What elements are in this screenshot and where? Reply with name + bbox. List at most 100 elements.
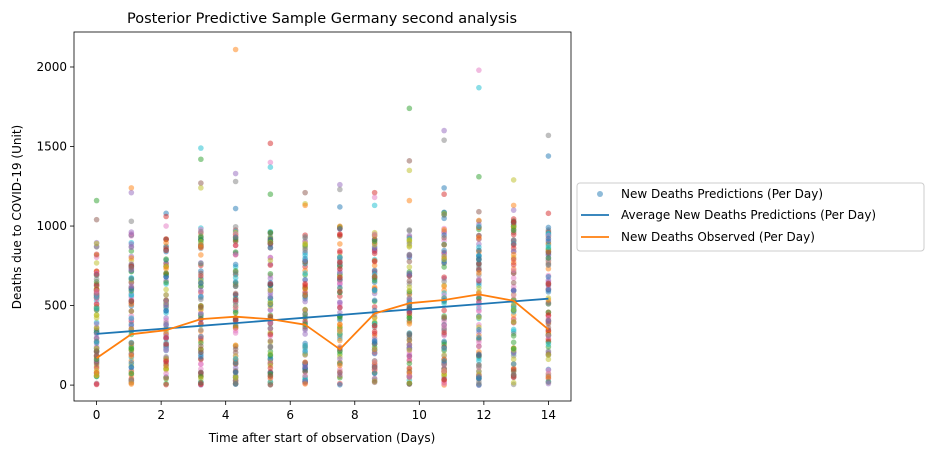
prediction-point (198, 353, 204, 360)
x-tick-label: 8 (351, 408, 359, 422)
prediction-point (510, 207, 517, 213)
prediction-point (510, 219, 517, 226)
prediction-point (163, 298, 169, 304)
prediction-point (232, 369, 239, 376)
prediction-point (406, 228, 413, 234)
prediction-point (302, 189, 308, 196)
prediction-point (267, 313, 274, 320)
prediction-point (406, 303, 413, 310)
prediction-point (441, 212, 447, 218)
prediction-point (406, 105, 413, 112)
prediction-point (198, 343, 204, 349)
prediction-point (267, 164, 274, 170)
prediction-point (476, 217, 482, 224)
prediction-point (441, 274, 447, 280)
plot-frame (73, 31, 572, 402)
prediction-point (476, 276, 482, 282)
prediction-point (267, 352, 274, 358)
prediction-point (232, 309, 239, 316)
prediction-point (510, 371, 517, 378)
series-lines (96, 293, 549, 359)
prediction-point (93, 301, 100, 308)
prediction-point (232, 317, 239, 323)
prediction-point (545, 132, 552, 139)
prediction-point (93, 288, 100, 294)
prediction-point (93, 315, 100, 321)
legend-marker-predictions (597, 191, 603, 197)
prediction-point (198, 252, 204, 258)
prediction-point (302, 270, 308, 276)
prediction-point (163, 270, 169, 276)
prediction-point (441, 381, 447, 387)
prediction-point (545, 367, 552, 374)
prediction-point (337, 381, 343, 388)
prediction-point (128, 185, 135, 191)
prediction-point (163, 302, 169, 309)
prediction-point (267, 343, 274, 350)
prediction-point (198, 233, 204, 240)
prediction-point (476, 381, 482, 387)
prediction-point (510, 292, 517, 299)
prediction-point (510, 202, 517, 209)
prediction-point (510, 279, 517, 286)
prediction-point (441, 242, 447, 248)
prediction-point (232, 279, 239, 285)
prediction-point (337, 226, 343, 232)
y-tick-label: 1000 (36, 219, 67, 233)
prediction-point (441, 368, 447, 374)
prediction-point (406, 380, 413, 386)
prediction-point (232, 356, 239, 362)
prediction-point (406, 167, 413, 174)
prediction-point (337, 304, 343, 311)
prediction-point (128, 255, 135, 261)
prediction-point (545, 332, 552, 339)
prediction-point (371, 277, 378, 284)
prediction-point (406, 315, 413, 321)
prediction-point (441, 352, 447, 358)
prediction-point (545, 255, 552, 261)
prediction-point (198, 185, 204, 191)
prediction-point (337, 321, 343, 327)
x-tick-label: 0 (93, 408, 101, 422)
prediction-point (302, 372, 308, 379)
prediction-point (267, 338, 274, 344)
prediction-point (198, 379, 204, 386)
prediction-point (441, 127, 447, 134)
prediction-point (267, 191, 274, 198)
prediction-point (128, 315, 135, 321)
prediction-point (128, 353, 135, 359)
prediction-point (128, 339, 135, 346)
prediction-point (337, 232, 343, 238)
prediction-point (267, 325, 274, 332)
prediction-point (93, 251, 100, 258)
y-tick-label: 500 (44, 299, 67, 313)
prediction-point (406, 158, 413, 164)
prediction-point (232, 223, 239, 230)
prediction-point (302, 233, 308, 240)
x-tick-label: 4 (222, 408, 230, 422)
prediction-point (128, 189, 135, 196)
prediction-point (302, 241, 308, 247)
prediction-point (545, 352, 552, 358)
prediction-point (302, 276, 308, 283)
prediction-point (476, 208, 482, 215)
prediction-point (476, 307, 482, 313)
prediction-point (441, 185, 447, 191)
chart-title: Posterior Predictive Sample Germany seco… (127, 11, 517, 27)
prediction-point (510, 379, 517, 386)
prediction-point (198, 228, 204, 235)
prediction-point (371, 202, 378, 209)
prediction-point (371, 297, 378, 304)
prediction-point (476, 256, 482, 263)
x-tick-label: 12 (476, 408, 491, 422)
prediction-point (232, 327, 239, 334)
prediction-point (406, 243, 413, 249)
prediction-point (128, 308, 135, 314)
prediction-point (406, 287, 413, 294)
prediction-point (545, 318, 552, 325)
prediction-point (267, 244, 274, 251)
prediction-point (545, 153, 552, 159)
prediction-point (267, 270, 274, 277)
prediction-point (337, 266, 343, 272)
